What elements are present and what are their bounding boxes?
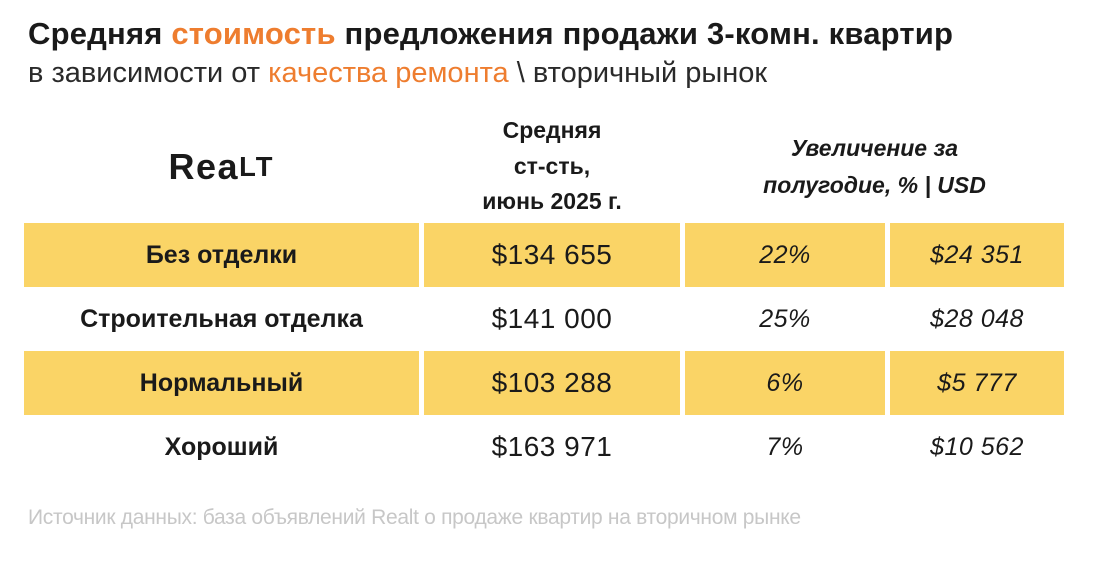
title-line2-rest: \ вторичный рынок [508,56,768,89]
realt-logo-lt: lt [239,150,275,182]
price-cell: $141 000 [491,303,613,334]
header-avg-line1: Средняя [502,117,602,144]
realt-logo: Re a lt [24,110,419,223]
header-inc-line2: полугодие, % | USD [763,171,986,198]
realt-logo-a: a [217,145,240,187]
source-note: Источник данных: база объявлений Realt о… [28,506,801,529]
page-title: Средняя стоимость предложения продажи 3-… [0,0,1100,93]
price-cell: $163 971 [491,431,613,462]
row-label-cell: Без отделки [24,223,419,287]
title-accent-cost: стоимость [171,16,336,51]
usd-cell: $10 562 [930,432,1024,461]
usd-cell: $28 048 [930,304,1024,333]
row-label-cell: Хороший [164,432,279,461]
title-line1-text: Средняя [28,16,172,51]
realt-logo-re: Re [168,145,218,187]
price-table: Re a lt Средняя ст-сть, июнь 2025 г. Увели… [24,110,1064,479]
title-line1-rest: предложения продажи 3-комн. квартир [335,16,954,51]
header-avg-line2: ст-сть, [513,152,591,179]
row-label-cell: Нормальный [24,351,419,415]
column-header-increase: Увеличение за полугодие, % | USD [685,110,1064,223]
price-cell: $103 288 [424,351,680,415]
row-label-cell: Строительная отделка [80,304,363,333]
title-line-2: в зависимости от качества ремонта \ втор… [28,55,1100,93]
pct-cell: 22% [685,223,885,287]
header-avg-line3: июнь 2025 г. [482,188,622,215]
usd-cell: $5 777 [890,351,1064,415]
pct-cell: 7% [766,432,804,461]
header-inc-line1: Увеличение за [790,134,959,161]
title-line-1: Средняя стоимость предложения продажи 3-… [28,14,1100,55]
pct-cell: 25% [759,304,811,333]
pct-cell: 6% [685,351,885,415]
title-accent-quality: качества ремонта [268,56,509,89]
usd-cell: $24 351 [890,223,1064,287]
column-header-average-price: Средняя ст-сть, июнь 2025 г. [424,110,680,223]
price-cell: $134 655 [424,223,680,287]
title-line2-text: в зависимости от [28,56,269,89]
